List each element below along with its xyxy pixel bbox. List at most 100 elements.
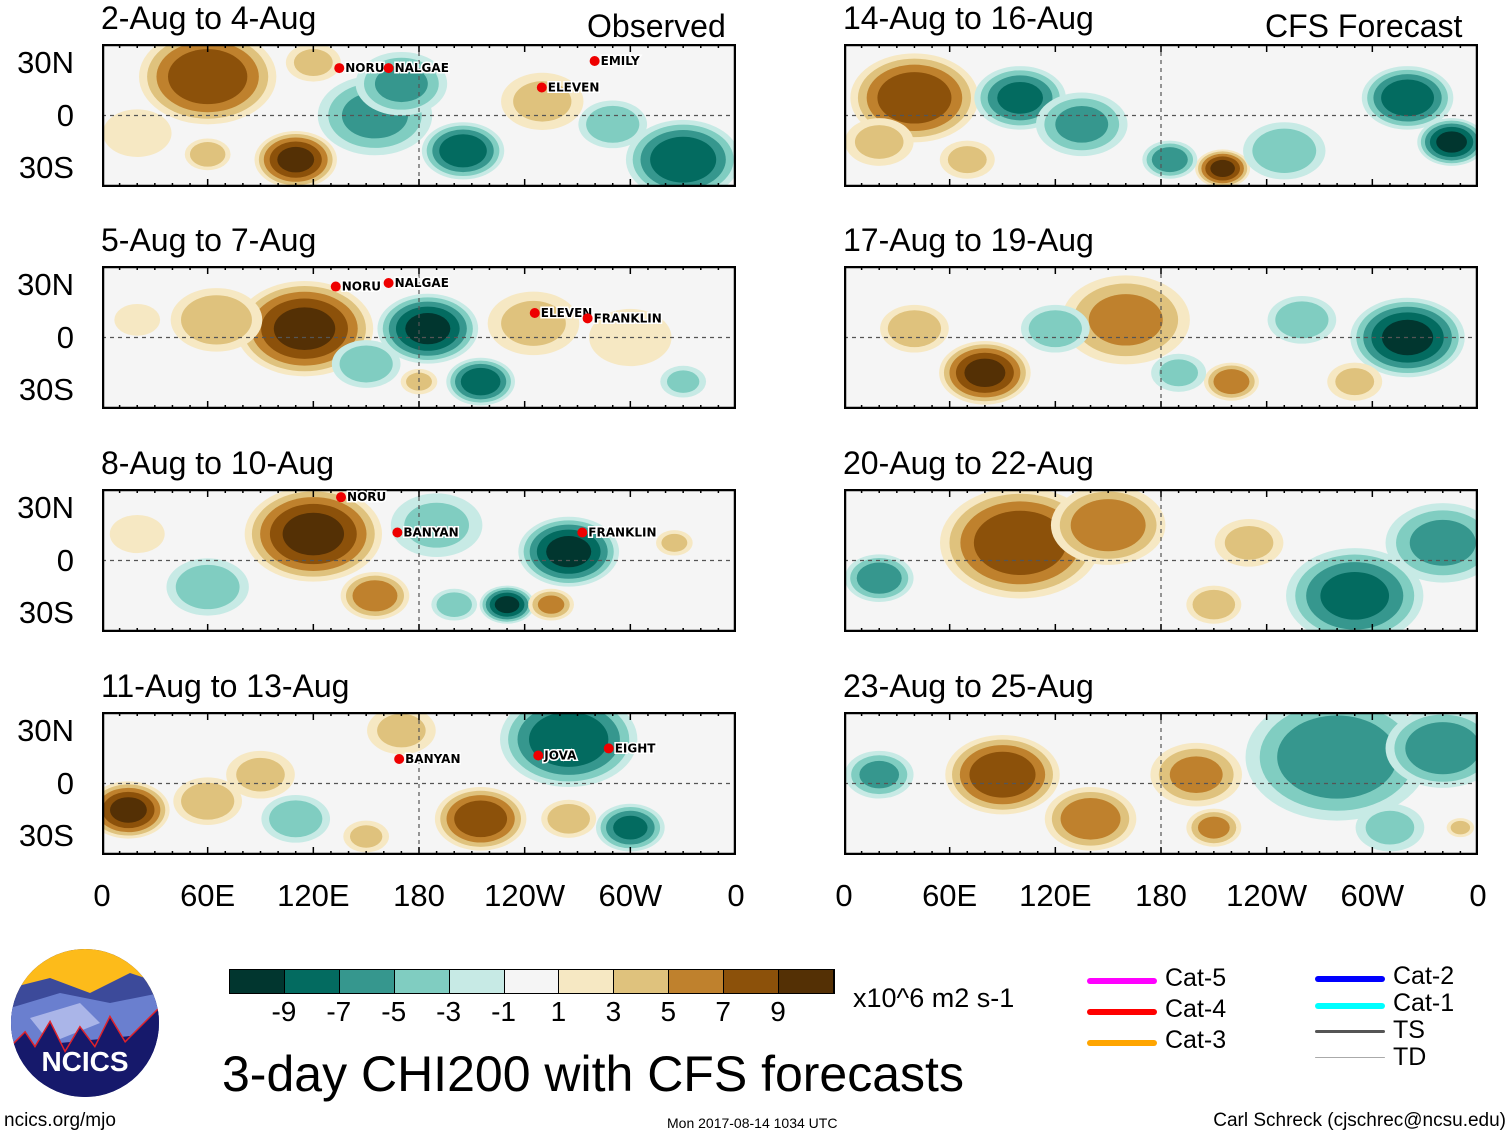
anomaly-contour: [973, 510, 1067, 575]
storm-icon: [336, 492, 347, 503]
lon-label: 120E: [1019, 878, 1092, 913]
anomaly-map: NORU NALGAE ELEVEN FRANKLIN: [102, 266, 736, 409]
legend-line-cat-2: [1315, 976, 1385, 982]
anomaly-contour: [439, 134, 487, 168]
colorbar-label: -3: [436, 996, 462, 1027]
panel-title: 20-Aug to 22-Aug: [843, 445, 1094, 481]
anomaly-contour: [969, 751, 1036, 798]
lon-label: 60W: [598, 878, 663, 913]
storm-label: FRANKLIN: [588, 525, 656, 539]
colorbar-swatch: [504, 970, 560, 993]
lat-label: 0: [56, 542, 74, 578]
anomaly-map: [844, 266, 1478, 409]
storm-label: ELEVEN: [548, 80, 600, 94]
anomaly-contour: [1450, 820, 1471, 835]
anomaly-contour: [175, 564, 240, 610]
storm-icon: [603, 743, 614, 754]
logo-text: NCICS: [41, 1046, 128, 1077]
lon-label: 60W: [1340, 878, 1405, 913]
anomaly-contour: [460, 367, 501, 396]
colorbar-label: -1: [491, 996, 516, 1027]
anomaly-contour: [546, 536, 592, 568]
storm-label: NORU: [347, 490, 386, 504]
legend-line-td: [1315, 1057, 1385, 1058]
storm-label: NALGAE: [395, 276, 449, 290]
figure-title: 3-day CHI200 with CFS forecasts: [222, 1046, 964, 1102]
panel-title: 5-Aug to 7-Aug: [101, 222, 317, 258]
colorbar-label: 3: [605, 996, 622, 1027]
anomaly-map: BANYAN JOVA EIGHT: [102, 712, 736, 855]
map-frame: [844, 44, 1478, 187]
anomaly-contour: [349, 825, 383, 848]
anomaly-contour: [1275, 301, 1329, 339]
anomaly-contour: [1169, 756, 1223, 794]
anomaly-contour: [1210, 159, 1235, 177]
lon-label: 0: [1469, 878, 1487, 913]
anomaly-contour: [1365, 810, 1415, 845]
anomaly-map: NORU BANYAN FRANKLIN: [102, 489, 736, 632]
anomaly-contour: [436, 592, 472, 617]
storm-icon: [392, 527, 403, 538]
anomaly-contour: [1224, 525, 1274, 560]
storm-icon: [334, 63, 345, 74]
anomaly-contour: [114, 303, 161, 336]
anomaly-contour: [181, 295, 252, 345]
anomaly-contour: [352, 580, 398, 612]
anomaly-contour: [189, 142, 226, 167]
colorbar-swatch: [339, 970, 395, 993]
anomaly-contour: [947, 146, 987, 174]
colorbar-units: x10^6 m2 s-1: [853, 983, 1015, 1013]
legend-line-ts: [1315, 1030, 1385, 1033]
anomaly-contour: [613, 815, 648, 840]
panel-title: 2-Aug to 4-Aug: [101, 0, 317, 36]
anomaly-contour: [856, 562, 902, 594]
legend-label: TD: [1393, 1043, 1427, 1071]
storm-icon: [330, 281, 341, 292]
anomaly-contour: [1320, 571, 1390, 620]
anomaly-contour: [236, 757, 285, 792]
legend-label: Cat-3: [1165, 1026, 1227, 1054]
lon-label: 180: [1135, 878, 1187, 913]
lat-label: 30S: [18, 818, 74, 854]
footer-url[interactable]: ncics.org/mjo: [4, 1110, 116, 1131]
map-frame: [102, 266, 736, 409]
anomaly-contour: [494, 596, 520, 614]
colorbar-swatch: [614, 970, 670, 993]
storm-icon: [582, 313, 593, 324]
storm-icon: [533, 750, 544, 761]
storm-icon: [529, 308, 540, 319]
storm-icon: [536, 82, 547, 93]
colorbar-label: -7: [326, 996, 352, 1027]
anomaly-contour: [537, 595, 565, 614]
anomaly-contour: [1151, 147, 1188, 173]
legend-line-cat-1: [1315, 1003, 1385, 1009]
forecast-label: CFS Forecast: [1265, 8, 1463, 44]
anomaly-contour: [1192, 589, 1236, 620]
anomaly-contour: [877, 72, 952, 124]
lon-label: 120W: [1226, 878, 1308, 913]
colorbar-swatch: [449, 970, 505, 993]
storm-label: ELEVEN: [541, 306, 593, 320]
colorbar-swatch: [284, 970, 340, 993]
lat-label: 30N: [17, 712, 74, 748]
storm-label: NORU: [342, 280, 381, 294]
storm-icon: [383, 63, 394, 74]
storm-label: EMILY: [601, 54, 640, 68]
lat-label: 0: [56, 765, 74, 801]
colorbar-swatch: [669, 970, 725, 993]
storm-label: JOVA: [543, 748, 577, 762]
lon-label: 0: [727, 878, 745, 913]
anomaly-map: [844, 44, 1478, 187]
anomaly-contour: [1381, 79, 1434, 117]
colorbar-label: -9: [271, 996, 297, 1027]
colorbar-label: -5: [381, 996, 407, 1027]
footer-author: Carl Schreck (cjschrec@ncsu.edu): [1213, 1110, 1506, 1131]
lat-label: 0: [56, 97, 74, 133]
anomaly-contour: [168, 49, 248, 105]
panel-title: 17-Aug to 19-Aug: [843, 222, 1094, 258]
anomaly-map: [844, 712, 1478, 855]
anomaly-contour: [1409, 519, 1476, 566]
ncics-logo: NCICS: [10, 948, 160, 1098]
anomaly-contour: [377, 713, 426, 748]
